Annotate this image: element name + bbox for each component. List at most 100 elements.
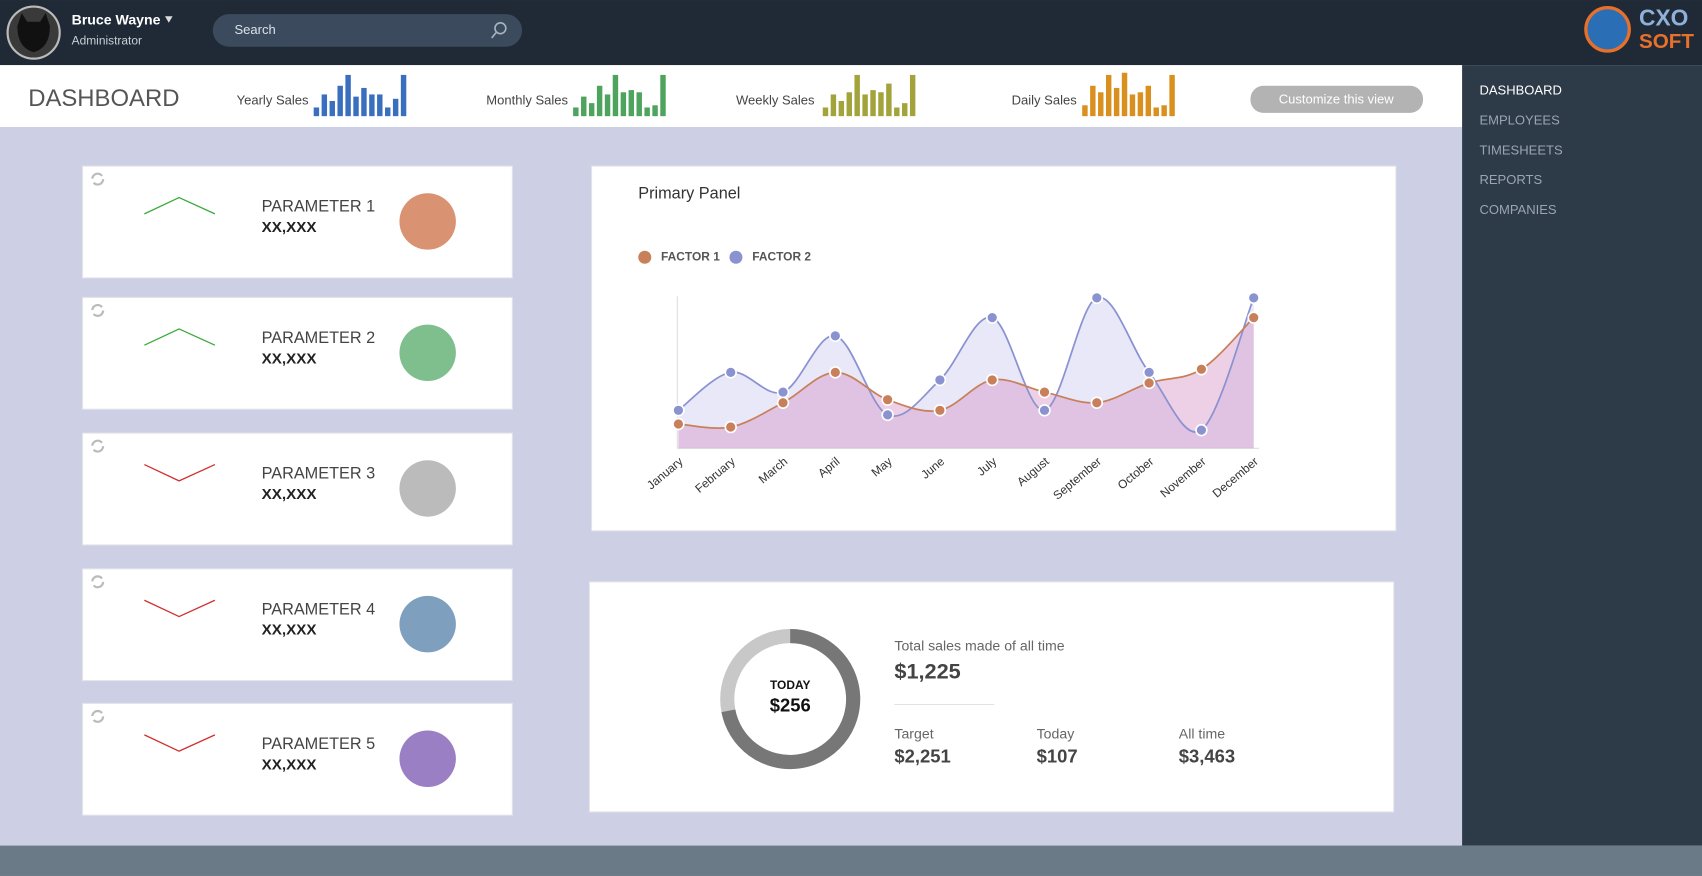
nav-item[interactable]: TIMESHEETS — [1479, 142, 1562, 157]
parameter-value: XX,XXX — [262, 350, 317, 367]
sparkline-bar — [1169, 74, 1175, 117]
sparkline-bar — [644, 107, 650, 117]
parameter-indicator — [399, 460, 456, 517]
user-name[interactable]: Bruce Wayne — [72, 11, 161, 27]
sparkline-bar — [1121, 72, 1128, 117]
panel-title: Primary Panel — [638, 185, 740, 203]
sparkline-bar — [862, 94, 868, 117]
page-title: DASHBOARD — [28, 85, 179, 112]
parameter-indicator — [399, 595, 456, 653]
data-point — [1195, 423, 1208, 437]
stat-label: All time — [1179, 726, 1225, 742]
nav-item[interactable]: DASHBOARD — [1479, 83, 1561, 98]
sparkline-bar — [400, 74, 407, 117]
sparkline-bar — [822, 107, 829, 117]
refresh-icon[interactable] — [91, 172, 105, 186]
sparkline-bar — [588, 103, 595, 117]
logo-mark — [1584, 5, 1631, 53]
data-point — [724, 420, 737, 434]
parameter-label: PARAMETER 3 — [262, 465, 376, 483]
sparkline-bar — [902, 103, 908, 117]
refresh-icon[interactable] — [91, 439, 105, 453]
parameter-label: PARAMETER 4 — [262, 600, 376, 618]
parameter-indicator — [399, 730, 456, 787]
donut-value: $256 — [770, 695, 811, 716]
data-point — [1142, 366, 1156, 379]
sparkline-bar — [337, 85, 343, 117]
toolbar — [0, 65, 1463, 128]
search-icon[interactable] — [494, 21, 507, 35]
data-point — [1195, 363, 1208, 376]
sparkline-label: Yearly Sales — [237, 92, 309, 107]
sparkline-bar — [1090, 85, 1096, 117]
data-point — [985, 373, 999, 387]
search-box[interactable] — [212, 14, 523, 47]
series-area — [678, 297, 1254, 449]
search-placeholder[interactable]: Search — [234, 22, 275, 37]
sparkline-bar — [636, 92, 642, 117]
data-point — [1090, 291, 1104, 305]
sparkline-label: Monthly Sales — [486, 92, 568, 107]
refresh-icon[interactable] — [91, 575, 105, 589]
data-point — [1247, 311, 1260, 324]
data-point — [1038, 404, 1051, 417]
avatar-icon — [17, 13, 50, 53]
legend-label: FACTOR 1 — [661, 249, 720, 263]
sparkline-bar — [1145, 85, 1152, 117]
sparkline-bar — [377, 94, 383, 117]
sparkline-bar — [369, 94, 375, 117]
sparkline-bar — [1098, 92, 1104, 117]
sparkline-bar — [909, 74, 916, 117]
total-label: Total sales made of all time — [894, 638, 1064, 654]
series-area — [678, 317, 1254, 449]
sparkline-bar — [1153, 107, 1159, 117]
data-point — [1142, 376, 1156, 390]
sparkline-bar — [830, 94, 837, 117]
refresh-icon[interactable] — [91, 709, 105, 723]
parameter-value: XX,XXX — [262, 219, 317, 236]
sparkline-bar — [894, 107, 900, 117]
sparkline-bar — [1137, 92, 1144, 117]
stat-value: $3,463 — [1179, 746, 1235, 767]
button-label[interactable]: Customize this view — [1279, 91, 1395, 106]
parameter-value: XX,XXX — [262, 486, 317, 503]
sparkline-bar — [1105, 74, 1112, 117]
user-role: Administrator — [72, 33, 142, 47]
sparkline-bar — [854, 74, 860, 117]
data-point — [672, 404, 685, 417]
trend-line — [144, 464, 216, 482]
sparkline-label: Daily Sales — [1012, 92, 1078, 107]
sparkline-bar — [652, 105, 658, 117]
user-menu-caret[interactable] — [164, 16, 173, 23]
sparkline-bar — [870, 90, 876, 117]
stat-value: $2,251 — [894, 746, 950, 767]
nav-item[interactable]: REPORTS — [1479, 172, 1542, 187]
nav-item[interactable]: COMPANIES — [1479, 202, 1556, 217]
footer — [0, 845, 1702, 876]
customize-button[interactable] — [1250, 85, 1424, 113]
trend-line — [144, 734, 216, 752]
search-icon-handle — [491, 32, 497, 39]
sparkline-bar — [385, 107, 391, 117]
parameter-value: XX,XXX — [262, 622, 317, 639]
data-point — [985, 311, 999, 324]
data-point — [672, 417, 685, 431]
sparkline-bar — [353, 96, 359, 117]
sparkline-bar — [878, 92, 884, 117]
logo-text: SOFT — [1639, 30, 1694, 53]
sparkline-bar — [329, 100, 335, 117]
parameter-value: XX,XXX — [262, 756, 317, 773]
nav-item[interactable]: EMPLOYEES — [1479, 112, 1560, 127]
sparkline-bar — [392, 98, 399, 117]
sparkline-bar — [361, 87, 367, 117]
sparkline-bar — [573, 107, 579, 117]
refresh-icon[interactable] — [91, 303, 105, 317]
sparkline-bar — [604, 94, 611, 117]
data-point — [881, 408, 894, 422]
data-point — [829, 366, 842, 379]
sparkline-bar — [1129, 94, 1136, 117]
sparkline-bar — [581, 96, 587, 117]
data-point — [881, 393, 894, 406]
